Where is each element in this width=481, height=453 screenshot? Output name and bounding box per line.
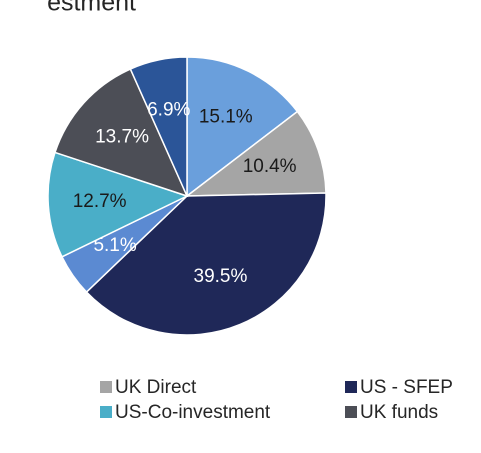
pie-slice: [54, 68, 189, 198]
data-label: 15.1%: [199, 107, 253, 128]
legend-swatch: [345, 381, 357, 393]
legend-swatch: [345, 406, 357, 418]
pie-slice: [85, 192, 327, 336]
pie-slice: [184, 110, 327, 197]
data-label: 12.7%: [73, 191, 127, 212]
chart-title: estment: [47, 0, 136, 17]
pie-slice: [186, 56, 299, 198]
pie-slice: [129, 56, 188, 197]
legend-label: US - SFEP: [360, 377, 453, 398]
legend-label: UK funds: [360, 402, 438, 423]
legend-label: UK Direct: [115, 377, 197, 398]
data-label: 6.9%: [147, 99, 190, 120]
legend-swatch: [100, 381, 112, 393]
data-label: 5.1%: [93, 235, 136, 256]
legend-label: US-Co-investment: [115, 402, 271, 423]
data-label: 39.5%: [194, 266, 248, 287]
pie-slice: [47, 151, 189, 258]
data-label: 13.7%: [95, 126, 149, 147]
data-label: 10.4%: [243, 156, 297, 177]
legend-swatch: [100, 406, 112, 418]
